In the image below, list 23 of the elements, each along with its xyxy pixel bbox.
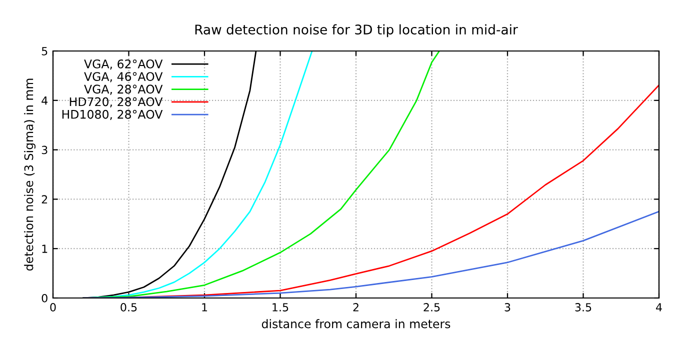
y-tick-label: 3 [42, 146, 48, 154]
x-tick-label: 1.5 [272, 303, 288, 312]
legend-label: HD720, 28°AOV [70, 97, 163, 108]
y-tick-label: 4 [42, 96, 48, 105]
y-tick-label: 2 [42, 195, 48, 204]
legend-label: VGA, 46°AOV [84, 72, 163, 82]
x-tick-label: 3.5 [575, 303, 592, 312]
x-tick-label: 3 [504, 303, 510, 312]
y-tick-label: 1 [42, 244, 48, 253]
x-tick-label: 1 [202, 303, 208, 312]
legend-label: HD1080, 28°AOV [62, 110, 163, 120]
x-axis-title: distance from camera in meters [262, 319, 450, 328]
x-tick-label: 4 [656, 303, 662, 312]
y-axis-title: detection noise (3 Sigma) in mm [24, 78, 36, 271]
y-tick-label: 5 [42, 47, 48, 56]
x-tick-label: 0.5 [120, 303, 137, 312]
x-tick-label: 0 [50, 303, 56, 312]
legend-label: VGA, 62°AOV [84, 59, 163, 70]
x-tick-label: 2 [353, 303, 358, 312]
y-tick-label: 0 [42, 294, 48, 302]
chart-title: Raw detection noise for 3D tip location in mid-air [195, 24, 518, 38]
x-tick-label: 2.5 [424, 303, 440, 312]
legend-label: VGA, 28°AOV [84, 84, 163, 95]
